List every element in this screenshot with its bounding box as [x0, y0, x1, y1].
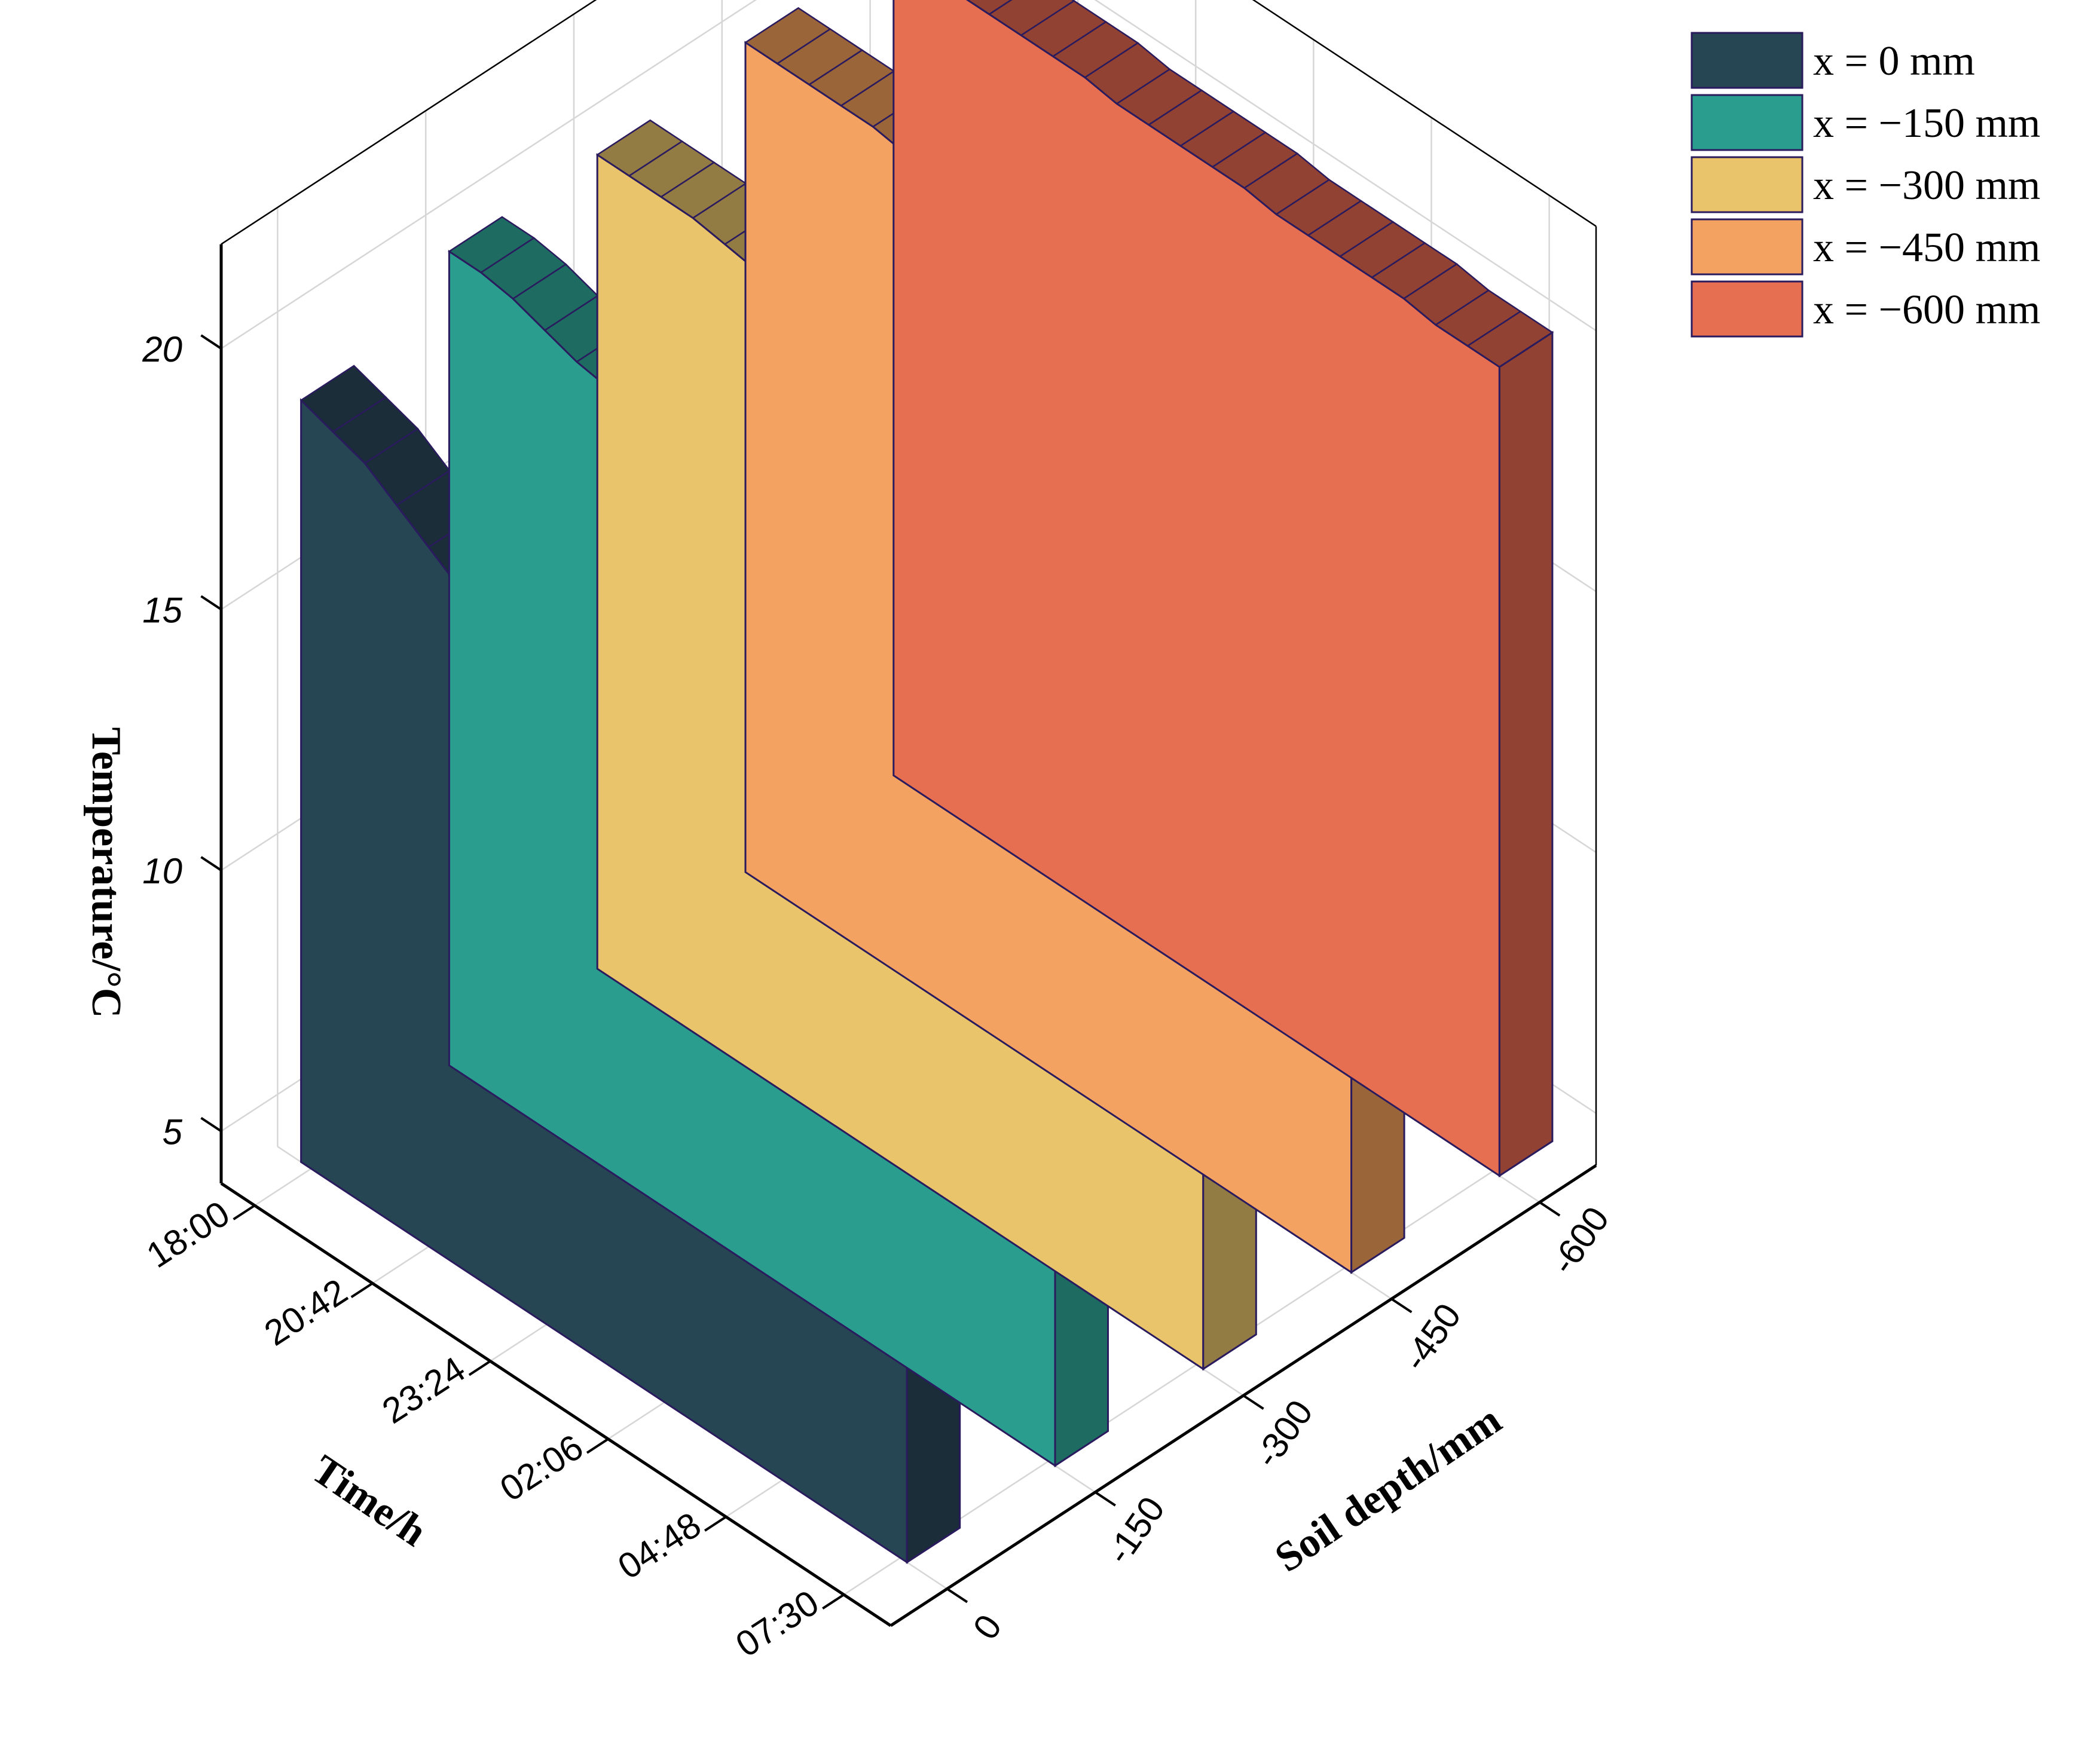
z-axis-title: Temperature/°C	[83, 727, 129, 1018]
x-tick	[233, 1204, 256, 1220]
legend-label: x = −600 mm	[1813, 287, 2040, 333]
legend-swatch	[1691, 156, 1804, 213]
x-tick-label: 04:48	[611, 1504, 708, 1587]
z-tick	[200, 595, 222, 611]
grid-line	[221, 0, 1597, 350]
y-tick	[1242, 1394, 1264, 1410]
y-tick	[1539, 1201, 1561, 1217]
y-tick-label: 0	[965, 1607, 1010, 1647]
x-tick	[350, 1282, 374, 1299]
x-tick-label: 23:24	[375, 1349, 472, 1431]
legend-swatch	[1691, 218, 1804, 276]
wall-end-face	[1498, 331, 1554, 1177]
x-axis-title: Time/h	[304, 1446, 435, 1556]
y-tick	[946, 1587, 968, 1604]
z-tick-label: 10	[142, 851, 182, 891]
x-tick	[468, 1360, 491, 1376]
legend: x = 0 mm x = −150 mm x = −300 mm x = −450 m…	[1691, 32, 2040, 338]
x-tick	[704, 1516, 727, 1532]
legend-swatch	[1691, 94, 1804, 151]
z-tick-label: 15	[142, 590, 182, 631]
z-tick	[200, 334, 222, 350]
legend-label: x = −450 mm	[1813, 225, 2040, 271]
z-tick-label: 20	[142, 329, 182, 369]
z-tick	[200, 1116, 222, 1133]
x-axis-line	[220, 1182, 892, 1627]
x-tick-label: 07:30	[729, 1582, 826, 1664]
x-tick-label: 20:42	[257, 1271, 354, 1354]
x-tick-label: 18:00	[139, 1193, 236, 1275]
wall-front-face	[892, 0, 1500, 1177]
legend-label: x = 0 mm	[1813, 38, 1975, 84]
x-tick	[586, 1438, 609, 1454]
wall-4	[892, 0, 1554, 1177]
x-tick-label: 02:06	[493, 1427, 590, 1509]
z-tick	[200, 856, 222, 871]
walls-layer	[299, 0, 1554, 1564]
legend-label: x = −150 mm	[1813, 100, 2040, 146]
y-tick	[1390, 1298, 1413, 1314]
z-tick-label: 5	[163, 1112, 183, 1152]
legend-swatch	[1691, 280, 1804, 338]
legend-label: x = −300 mm	[1813, 163, 2040, 209]
box-top-edge	[221, 0, 1597, 245]
legend-swatch	[1691, 32, 1804, 89]
x-tick	[822, 1593, 845, 1610]
y-tick	[1095, 1491, 1116, 1507]
